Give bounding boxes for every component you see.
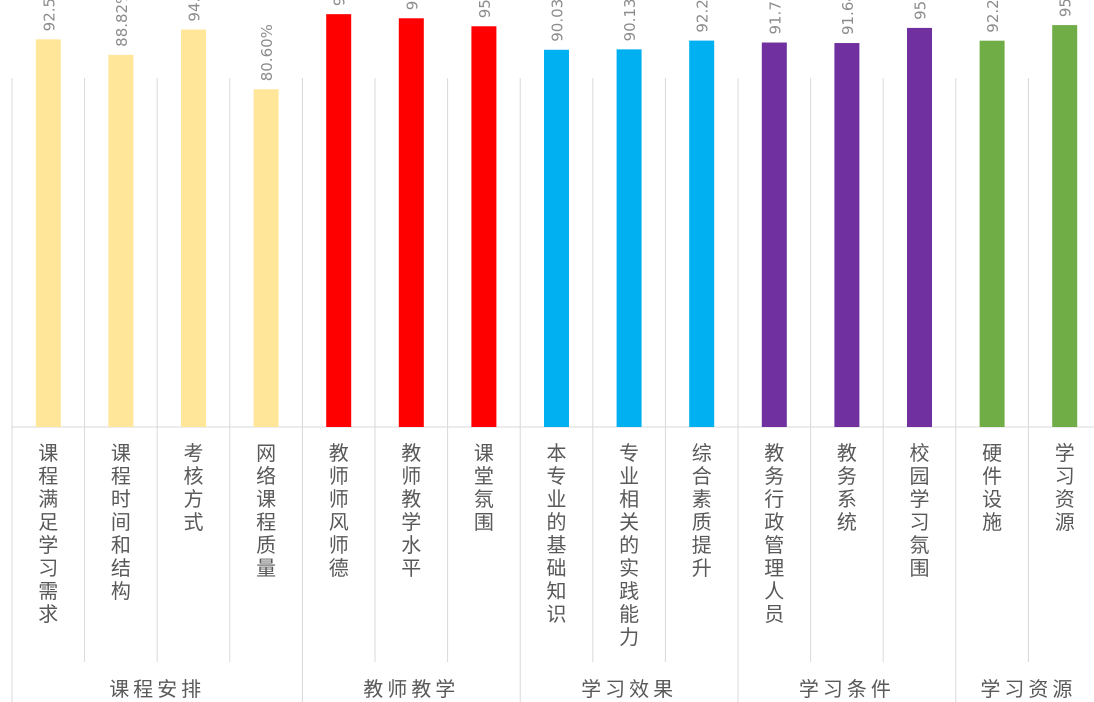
data-label: 90.13%: [621, 0, 639, 41]
data-label: 94.85%: [186, 0, 204, 22]
bar: [326, 14, 352, 427]
category-tick-label: 硬件设施: [982, 441, 1002, 534]
data-label: 95.25%: [912, 0, 930, 20]
group-label: 课程安排: [109, 677, 205, 701]
bar: [544, 49, 569, 428]
category-tick-label: 专业相关的实践能力: [619, 441, 639, 649]
data-label: 92.52%: [40, 0, 58, 31]
bar: [616, 49, 642, 428]
category-tick-label: 考核方式: [184, 441, 204, 534]
group-label: 学习效果: [581, 677, 677, 701]
data-label: 88.82%: [113, 0, 131, 47]
bar: [834, 43, 860, 427]
bar: [398, 18, 424, 427]
category-tick-label: 本专业的基础知识: [547, 441, 567, 626]
group-label: 学习条件: [799, 677, 895, 701]
bar: [253, 89, 279, 427]
labels: 92.52% 课程满足学习需求 88.82% 课程时间和结构 94.85% 考核方式 80.…: [38, 0, 1076, 701]
data-label: 92.22%: [694, 0, 712, 33]
data-label: 92.20%: [984, 0, 1002, 33]
bar: [761, 42, 787, 427]
category-tick-label: 课堂氛围: [474, 441, 494, 534]
category-tick-label: 教师教学水平: [401, 441, 421, 580]
bar: [689, 40, 715, 427]
category-tick-label: 网络课程质量: [256, 441, 276, 580]
bar: [979, 40, 1005, 427]
category-tick-label: 校园学习氛围: [910, 441, 930, 580]
bar: [1052, 25, 1078, 427]
separator-lines: [11, 78, 1094, 702]
data-label: 80.60%: [258, 24, 276, 81]
category-tick-label: 教务系统: [837, 441, 857, 534]
group-label: 学习资源: [980, 677, 1076, 701]
data-label: 91.76%: [766, 0, 784, 35]
category-tick-label: 课程时间和结构: [111, 441, 131, 603]
category-tick-label: 课程满足学习需求: [38, 441, 58, 626]
data-label: 97.55%: [403, 0, 421, 10]
category-tick-label: 教务行政管理人员: [764, 441, 784, 626]
category-tick-label: 综合素质提升: [692, 441, 712, 580]
bar: [108, 54, 134, 427]
data-label: 91.64%: [839, 0, 857, 35]
bar: [471, 26, 497, 427]
group-label: 教师教学: [363, 677, 459, 701]
data-label: 95.64%: [476, 0, 494, 18]
bars: [35, 14, 1078, 428]
data-label: 95.92%: [1057, 0, 1075, 17]
data-label: 90.03%: [549, 0, 567, 42]
bar: [181, 29, 206, 428]
bar: [35, 39, 61, 428]
data-label: 98.53%: [331, 0, 349, 6]
category-tick-label: 学习资源: [1055, 441, 1075, 534]
bar: [907, 27, 932, 428]
category-tick-label: 教师师风师德: [329, 441, 349, 580]
